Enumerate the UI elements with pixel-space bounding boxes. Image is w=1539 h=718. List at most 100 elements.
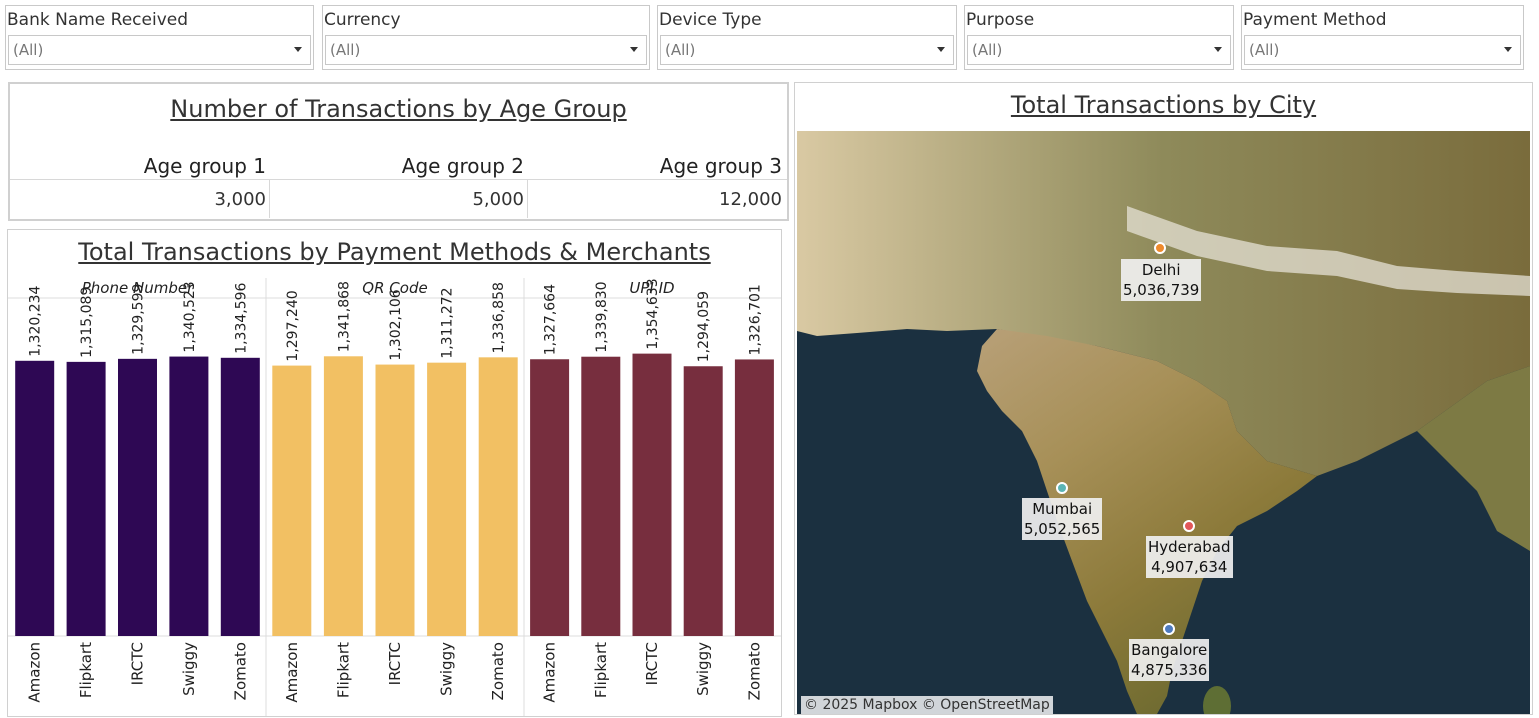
bar-value-label: 1,341,868 [336, 281, 352, 352]
category-label: Swiggy [694, 642, 712, 696]
bar-value-label: 1,302,106 [388, 289, 404, 360]
bar-swiggy [169, 356, 209, 636]
city-label-delhi: Delhi 5,036,739 [1121, 259, 1202, 301]
group-header-label: Phone Number [82, 279, 194, 297]
dropdown-arrow-icon [630, 47, 638, 52]
bar-value-label: 1,340,523 [182, 281, 198, 352]
age-group-value: 3,000 [214, 189, 266, 210]
dropdown-arrow-icon [1504, 47, 1512, 52]
city-label-bangalore: Bangalore 4,875,336 [1129, 639, 1210, 681]
city-map-panel: Total Transactions by City [794, 82, 1533, 715]
bar-swiggy [427, 362, 467, 636]
category-label: IRCTC [643, 642, 661, 685]
hyderabad-marker[interactable] [1183, 520, 1195, 532]
filter-payment-method: Payment Method (All) [1241, 5, 1524, 70]
bar-value-label: 1,336,858 [491, 282, 507, 353]
category-label: Amazon [541, 642, 559, 703]
bar-amazon [530, 359, 570, 636]
city-label-hyderabad: Hyderabad 4,907,634 [1146, 536, 1233, 578]
category-label: Flipkart [77, 642, 95, 698]
bar-value-label: 1,320,234 [28, 285, 44, 356]
map-panel-title: Total Transactions by City [1010, 91, 1317, 119]
bar-value-label: 1,339,830 [594, 281, 610, 352]
bar-amazon [15, 360, 55, 636]
bank-name-dropdown[interactable]: (All) [8, 35, 311, 65]
category-label: Zomato [231, 642, 249, 700]
dropdown-arrow-icon [1214, 47, 1222, 52]
currency-dropdown[interactable]: (All) [325, 35, 647, 65]
bar-flipkart [581, 356, 621, 636]
category-label: IRCTC [386, 642, 404, 685]
age-group-panel: Number of Transactions by Age Group Age … [8, 82, 789, 221]
age-panel-title: Number of Transactions by Age Group [170, 95, 627, 123]
bar-irctc [118, 358, 157, 636]
category-label: IRCTC [129, 642, 147, 685]
table-divider [10, 179, 787, 180]
device-type-dropdown[interactable]: (All) [660, 35, 954, 65]
bar-value-label: 1,329,599 [131, 284, 147, 355]
dropdown-value: (All) [13, 41, 44, 59]
bar-swiggy [683, 366, 723, 636]
dropdown-value: (All) [972, 41, 1003, 59]
group-header-label: QR Code [362, 279, 427, 297]
bar-value-label: 1,294,059 [696, 291, 712, 362]
bar-value-label: 1,311,272 [440, 287, 456, 358]
bar-amazon [272, 365, 312, 636]
category-label: Flipkart [592, 642, 610, 698]
city-name: Delhi [1141, 261, 1181, 279]
city-value: 4,875,336 [1131, 661, 1208, 679]
dropdown-value: (All) [665, 41, 696, 59]
bar-irctc [632, 353, 672, 636]
group-header-label: UPI ID [629, 279, 674, 297]
bar-flipkart [66, 361, 106, 636]
filter-bank-name: Bank Name Received (All) [5, 5, 314, 70]
bar-value-label: 1,315,089 [79, 287, 95, 358]
age-group-value: 5,000 [472, 189, 524, 210]
dropdown-arrow-icon [937, 47, 945, 52]
category-label: Swiggy [180, 642, 198, 696]
category-label: Amazon [26, 642, 44, 703]
age-group-value: 12,000 [719, 189, 782, 210]
filter-purpose: Purpose (All) [964, 5, 1234, 70]
category-label: Zomato [489, 642, 507, 700]
filter-label: Currency [324, 10, 401, 30]
category-label: Amazon [283, 642, 301, 703]
bar-zomato [220, 357, 260, 636]
map-background [797, 131, 1530, 714]
category-label: Swiggy [438, 642, 456, 696]
filter-label: Payment Method [1243, 10, 1387, 30]
age-group-header: Age group 1 [143, 154, 266, 178]
purpose-dropdown[interactable]: (All) [967, 35, 1231, 65]
payment-panel-title: Total Transactions by Payment Methods & … [78, 238, 711, 266]
category-label: Zomato [745, 642, 763, 700]
filter-label: Purpose [966, 10, 1035, 30]
city-map[interactable]: © 2025 Mapbox © OpenStreetMap [797, 131, 1530, 714]
bangalore-marker[interactable] [1163, 623, 1175, 635]
bar-value-label: 1,297,240 [285, 290, 301, 361]
mumbai-marker[interactable] [1056, 482, 1068, 494]
table-divider [527, 180, 528, 218]
age-group-header: Age group 3 [659, 154, 782, 178]
filter-device-type: Device Type (All) [657, 5, 957, 70]
city-value: 5,036,739 [1123, 281, 1200, 299]
delhi-marker[interactable] [1154, 242, 1166, 254]
payment-merchant-bar-chart: Phone Number 1,320,234 Amazon 1,315,089 Flip… [8, 278, 781, 716]
payment-methods-panel: Total Transactions by Payment Methods & … [7, 229, 782, 717]
bar-zomato [734, 359, 774, 636]
filter-label: Bank Name Received [7, 10, 189, 30]
city-name: Bangalore [1131, 641, 1208, 659]
city-value: 5,052,565 [1024, 520, 1101, 538]
bar-value-label: 1,354,633 [645, 278, 661, 349]
filter-currency: Currency (All) [322, 5, 650, 70]
payment-method-dropdown[interactable]: (All) [1244, 35, 1521, 65]
bar-irctc [375, 364, 415, 636]
bar-zomato [478, 357, 518, 636]
map-copyright: © 2025 Mapbox © OpenStreetMap [801, 696, 1053, 714]
bar-value-label: 1,326,701 [747, 284, 763, 355]
city-value: 4,907,634 [1151, 558, 1228, 576]
age-group-header: Age group 2 [401, 154, 524, 178]
city-name: Hyderabad [1148, 538, 1231, 556]
city-name: Mumbai [1032, 500, 1093, 518]
table-divider [269, 180, 270, 218]
bar-value-label: 1,334,596 [233, 282, 249, 353]
